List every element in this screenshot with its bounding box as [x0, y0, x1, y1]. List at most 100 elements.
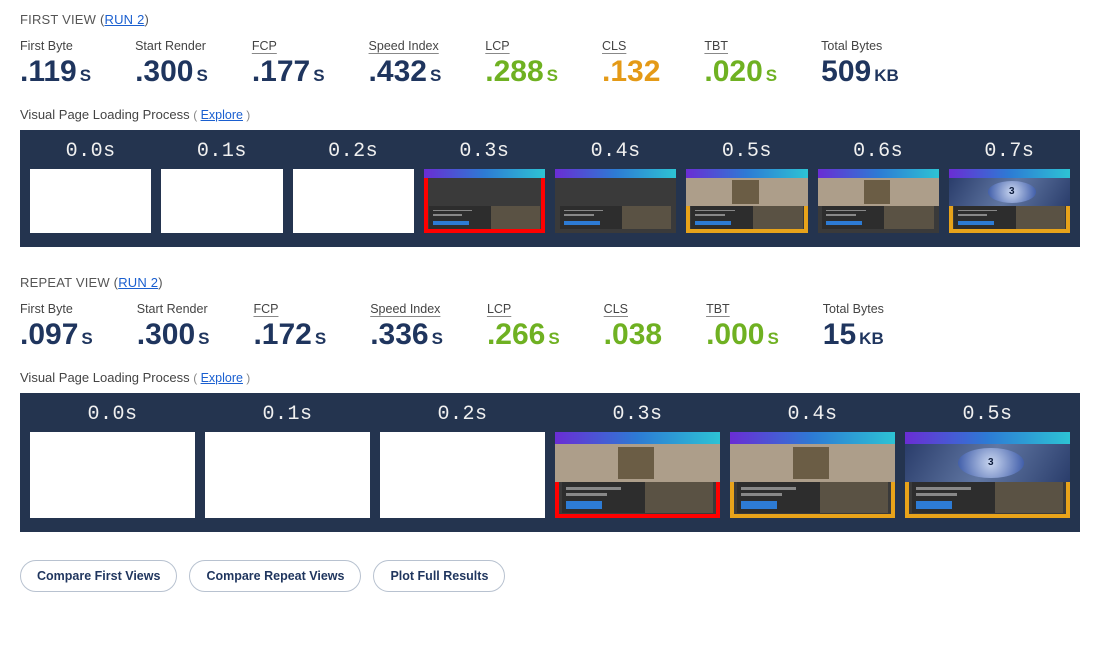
metric-value: .336S: [370, 320, 443, 350]
metric-label: First Byte: [20, 302, 93, 316]
frame-time: 0.2s: [437, 403, 487, 426]
metric: TBT.020S: [704, 39, 777, 87]
frame-thumbnail[interactable]: [555, 432, 720, 519]
frame-time: 0.4s: [591, 140, 641, 163]
metric-unit: S: [430, 67, 441, 84]
metric-label: Start Render: [137, 302, 210, 316]
repeat-view-prefix: REPEAT VIEW (: [20, 275, 118, 290]
filmstrip-frame[interactable]: 0.4s: [555, 140, 676, 233]
frame-thumbnail[interactable]: 3: [949, 169, 1070, 233]
metric-number: .132: [602, 57, 660, 87]
paren-open: (: [193, 371, 200, 385]
frame-time: 0.3s: [459, 140, 509, 163]
metric-label: LCP: [487, 302, 560, 316]
paren-close: ): [243, 371, 250, 385]
metric: TBT .000S: [706, 302, 779, 350]
metric-label: FCP: [252, 39, 325, 53]
metric: FCP .172S: [253, 302, 326, 350]
frame-time: 0.1s: [197, 140, 247, 163]
metric-value: .172S: [253, 320, 326, 350]
filmstrip-frame[interactable]: 0.7s3: [949, 140, 1070, 233]
filmstrip-frame[interactable]: 0.0s: [30, 140, 151, 233]
repeat-view-metrics: First Byte.097SStart Render.300SFCP.172S…: [20, 302, 1080, 350]
metric-label: CLS: [604, 302, 662, 316]
metric-number: .119: [20, 57, 77, 87]
metric-unit: S: [766, 67, 777, 84]
metric: Speed Index.432S: [369, 39, 442, 87]
filmstrip-frame[interactable]: 0.3s: [424, 140, 545, 233]
metric-number: .266: [487, 320, 545, 350]
compare-repeat-views-button[interactable]: Compare Repeat Views: [189, 560, 361, 592]
metric-number: .288: [485, 57, 543, 87]
paren-close: ): [243, 108, 250, 122]
metric-unit: S: [548, 330, 559, 347]
first-view-filmstrip: 0.0s 0.1s 0.2s 0.3s 0.4s 0.5s 0.6s 0.7s3: [20, 130, 1080, 247]
filmstrip-frame[interactable]: 0.5s3: [905, 403, 1070, 519]
plot-full-results-button[interactable]: Plot Full Results: [373, 560, 505, 592]
filmstrip-frame[interactable]: 0.1s: [205, 403, 370, 519]
metric-number: .300: [137, 320, 195, 350]
metric-value: .000S: [706, 320, 779, 350]
metric-number: .038: [604, 320, 662, 350]
frame-thumbnail[interactable]: [555, 169, 676, 233]
metric-number: .177: [252, 57, 310, 87]
filmstrip-frame[interactable]: 0.2s: [293, 140, 414, 233]
frame-time: 0.5s: [722, 140, 772, 163]
frame-thumbnail[interactable]: [686, 169, 807, 233]
metric-unit: S: [80, 67, 91, 84]
explore-link[interactable]: Explore: [201, 371, 243, 385]
metric-label: FCP: [253, 302, 326, 316]
metric: First Byte .119S: [20, 39, 91, 87]
frame-time: 0.1s: [262, 403, 312, 426]
explore-link[interactable]: Explore: [201, 108, 243, 122]
metric-unit: S: [313, 67, 324, 84]
frame-time: 0.6s: [853, 140, 903, 163]
metric-value: .132: [602, 57, 660, 87]
frame-time: 0.0s: [87, 403, 137, 426]
metric-label: First Byte: [20, 39, 91, 53]
frame-thumbnail[interactable]: [424, 169, 545, 233]
filmstrip-frame[interactable]: 0.5s: [686, 140, 807, 233]
metric-unit: S: [196, 67, 207, 84]
metric: Start Render.300S: [137, 302, 210, 350]
subhead-text: Visual Page Loading Process: [20, 107, 190, 122]
metric-number: .172: [253, 320, 311, 350]
first-view-heading: FIRST VIEW (RUN 2): [20, 12, 1080, 27]
first-view-run-link[interactable]: RUN 2: [105, 12, 145, 27]
metric: CLS .038: [604, 302, 662, 350]
frame-thumbnail[interactable]: [161, 169, 282, 233]
frame-thumbnail[interactable]: 3: [905, 432, 1070, 519]
frame-thumbnail[interactable]: [380, 432, 545, 519]
metric-value: .119S: [20, 57, 91, 87]
metric-label: Total Bytes: [823, 302, 884, 316]
metric-value: .300S: [135, 57, 208, 87]
metric-unit: KB: [859, 330, 884, 347]
frame-thumbnail[interactable]: [293, 169, 414, 233]
metric: Total Bytes15KB: [823, 302, 884, 350]
frame-thumbnail[interactable]: [818, 169, 939, 233]
metric-label: CLS: [602, 39, 660, 53]
metric-value: 509KB: [821, 57, 899, 87]
filmstrip-frame[interactable]: 0.6s: [818, 140, 939, 233]
repeat-view-run-link[interactable]: RUN 2: [118, 275, 158, 290]
metric-label: TBT: [706, 302, 779, 316]
filmstrip-frame[interactable]: 0.0s: [30, 403, 195, 519]
metric-label: Speed Index: [369, 39, 442, 53]
metric-label: LCP: [485, 39, 558, 53]
metric-unit: S: [547, 67, 558, 84]
first-view-suffix: ): [145, 12, 150, 27]
frame-thumbnail[interactable]: [205, 432, 370, 519]
frame-thumbnail[interactable]: [730, 432, 895, 519]
filmstrip-frame[interactable]: 0.1s: [161, 140, 282, 233]
frame-time: 0.0s: [66, 140, 116, 163]
metric-number: .300: [135, 57, 193, 87]
compare-first-views-button[interactable]: Compare First Views: [20, 560, 177, 592]
filmstrip-frame[interactable]: 0.4s: [730, 403, 895, 519]
filmstrip-frame[interactable]: 0.3s: [555, 403, 720, 519]
metric-unit: S: [767, 330, 778, 347]
metric-label: TBT: [704, 39, 777, 53]
filmstrip-frame[interactable]: 0.2s: [380, 403, 545, 519]
frame-thumbnail[interactable]: [30, 169, 151, 233]
metric-number: .336: [370, 320, 428, 350]
frame-thumbnail[interactable]: [30, 432, 195, 519]
